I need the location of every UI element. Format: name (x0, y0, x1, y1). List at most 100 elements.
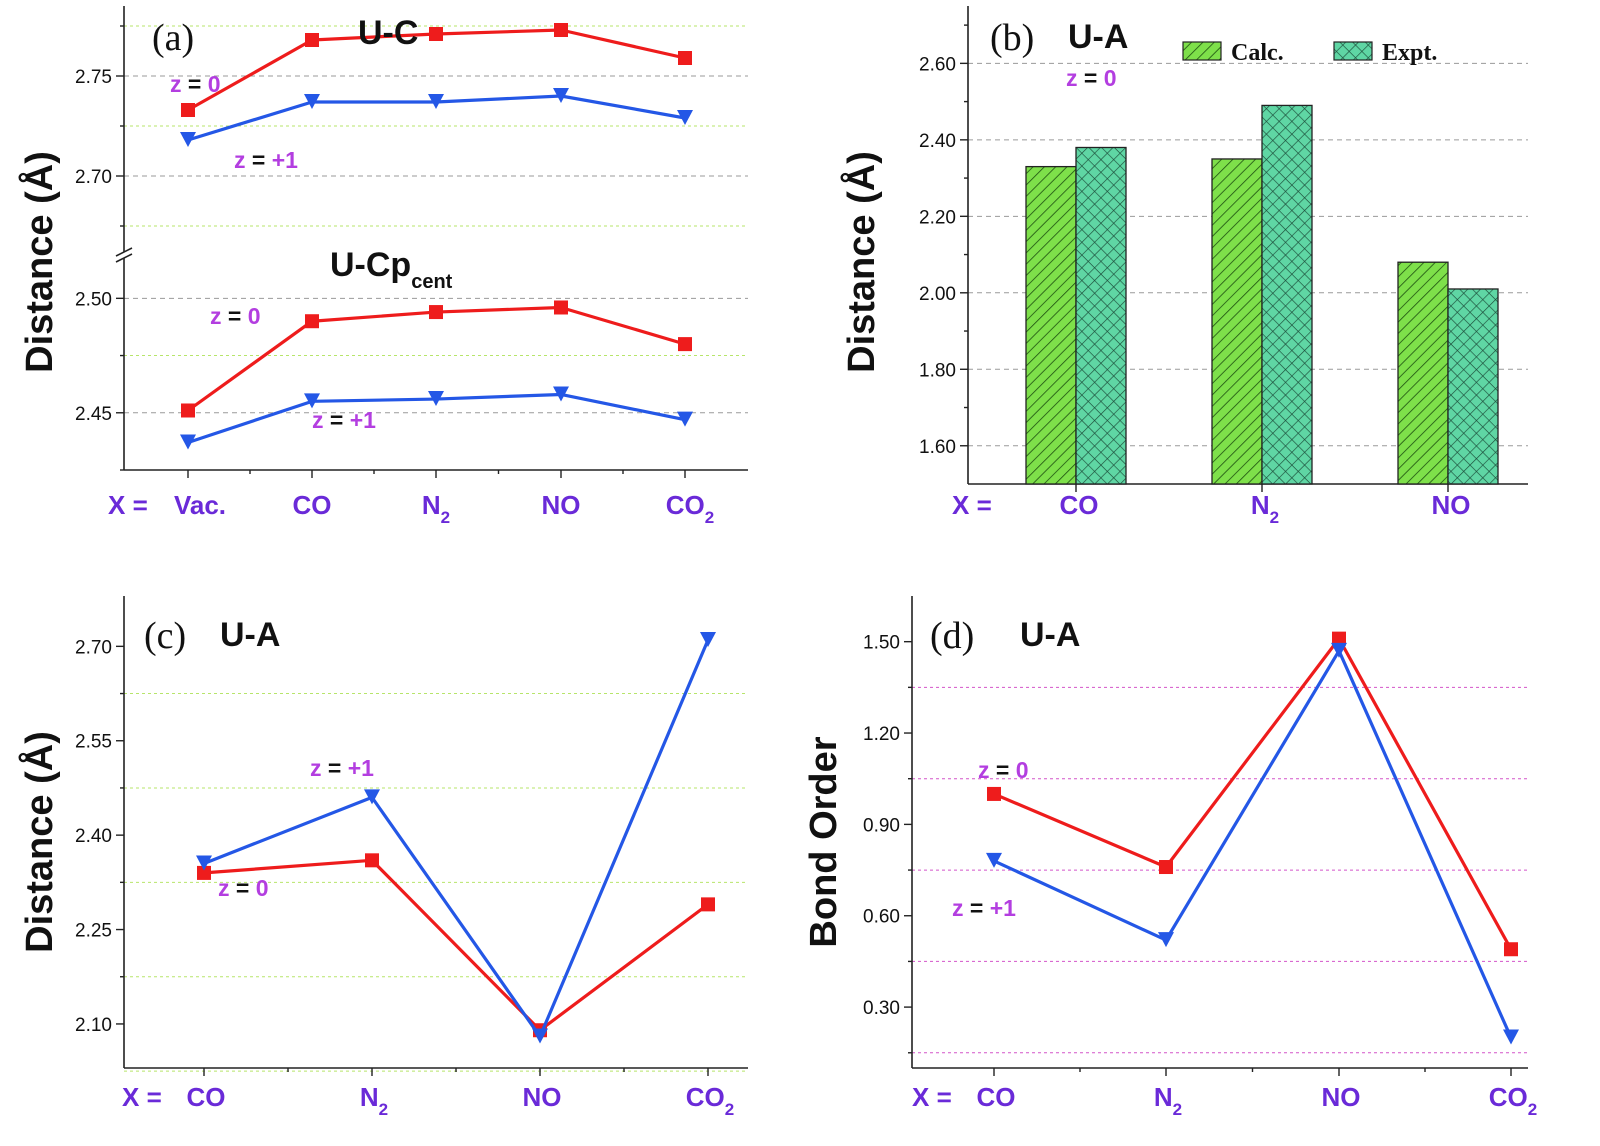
y-tick-label: 0.90 (863, 815, 900, 836)
series-0-point (987, 786, 1001, 801)
bar-calc (1211, 158, 1263, 485)
panel-label: (a) (152, 17, 194, 59)
series-0-line (993, 637, 1513, 951)
y-tick-label: 2.40 (75, 826, 112, 847)
category-label: N2 (360, 1082, 388, 1119)
lower-series-0-point (429, 305, 443, 320)
legend-label-calc: Calc. (1231, 40, 1284, 66)
category-label: CO2 (1489, 1082, 1537, 1119)
bar-calc (1025, 165, 1077, 485)
series-0-point (1159, 860, 1173, 875)
series-label-z1: z = +1 (312, 407, 376, 433)
x-prefix: X = (952, 490, 992, 520)
legend-swatch-calc (1182, 41, 1222, 61)
lower-series-0-point (678, 337, 692, 352)
category-label: N2 (1154, 1082, 1182, 1119)
y-tick-label: 2.50 (75, 289, 112, 310)
series-0-line (203, 858, 709, 1032)
series-0-point (197, 865, 211, 880)
series-1-point (1503, 1029, 1519, 1045)
y-tick-label: 2.45 (75, 404, 112, 425)
series-label-z0: z = 0 (978, 757, 1029, 783)
panel-title: U-A (1020, 616, 1080, 654)
axis-break (115, 247, 133, 257)
panel-label: (b) (990, 17, 1034, 59)
upper-series-1-point (180, 132, 196, 147)
category-label: NO (542, 490, 581, 520)
y-axis-label: Bond Order (803, 736, 845, 947)
y-tick-label: 2.00 (919, 284, 956, 305)
category-label: NO (1322, 1082, 1361, 1112)
y-axis-label: Distance (Å) (839, 151, 883, 373)
category-label: CO (977, 1082, 1016, 1112)
category-label: NO (523, 1082, 562, 1112)
series-label-z1: z = +1 (234, 147, 298, 173)
upper-series-0-point (678, 51, 692, 65)
panel-title: U-A (220, 616, 280, 654)
series-0-point (1332, 631, 1346, 646)
y-tick-label: 2.40 (919, 131, 956, 152)
category-label: NO (1432, 490, 1471, 520)
panel-d: 0.30 0.60 0.90 1.20 1.50 (d) U-A z = 0 z = +1 Bon… (803, 596, 1537, 1119)
category-label: Vac. (174, 490, 226, 520)
panel-label: (d) (930, 615, 974, 657)
upper-series-1-point (304, 94, 320, 109)
series-0-point (1504, 942, 1518, 957)
series-1-line (203, 639, 710, 1039)
bar-calc (1397, 261, 1449, 485)
series-label-z1: z = +1 (952, 895, 1016, 921)
y-tick-label: 2.10 (75, 1015, 112, 1036)
y-tick-label: 2.25 (75, 921, 112, 942)
bar-expt (1447, 288, 1499, 485)
y-tick-label: 2.20 (919, 207, 956, 228)
panel-a: 2.70 2.75 2.45 2.50 (a) U-C U-Cpcent z = 0 z = +… (17, 6, 748, 527)
series-1-point (364, 789, 380, 805)
series-1-point (986, 852, 1002, 868)
lower-series-1-point (428, 391, 444, 407)
series-1-point (1331, 642, 1347, 658)
y-axis-label: Distance (Å) (17, 731, 61, 953)
category-label: CO (293, 490, 332, 520)
legend-swatch-expt (1333, 41, 1373, 61)
upper-series-1-point (677, 110, 693, 125)
x-prefix: X = (122, 1082, 162, 1112)
bar-expt (1075, 146, 1127, 485)
y-tick-label: 2.60 (919, 54, 956, 75)
y-tick-label: 2.55 (75, 732, 112, 753)
series-label-z0: z = 0 (1066, 65, 1117, 91)
panel-title: U-A (1068, 18, 1128, 56)
series-0-point (701, 897, 715, 912)
legend-label-expt: Expt. (1382, 40, 1437, 66)
y-tick-label: 0.60 (863, 907, 900, 928)
series-1-point (1158, 932, 1174, 948)
series-1-point (196, 855, 212, 871)
lower-series-1-point (553, 386, 569, 402)
upper-series-1-point (553, 88, 569, 103)
upper-series-0-point (305, 33, 319, 47)
bar-expt (1261, 104, 1313, 485)
series-1-line (993, 649, 1513, 1039)
axis-break (115, 253, 133, 263)
x-prefix: X = (108, 490, 148, 520)
y-tick-label: 2.70 (75, 167, 112, 188)
category-label: CO2 (686, 1082, 734, 1119)
upper-series-0-point (429, 27, 443, 41)
lower-series-0-point (181, 403, 195, 418)
lower-series-1-point (180, 434, 196, 450)
y-tick-label: 2.70 (75, 637, 112, 658)
panel-b: 1.60 1.80 2.00 2.20 2.40 2.60 Calc. Expt. (b) U-A… (839, 6, 1528, 527)
series-1-point (532, 1028, 548, 1044)
panel-label: (c) (144, 615, 186, 657)
category-label: N2 (1251, 490, 1279, 527)
lower-title: U-Cpcent (330, 246, 453, 293)
upper-series-1-point (428, 94, 444, 109)
upper-title: U-C (358, 14, 418, 52)
lower-series-1-point (677, 411, 693, 427)
y-tick-label: 2.75 (75, 67, 112, 88)
category-label: CO (1060, 490, 1099, 520)
y-tick-label: 1.20 (863, 724, 900, 745)
series-1-point (700, 632, 716, 648)
category-label: CO2 (666, 490, 714, 527)
y-tick-label: 1.60 (919, 437, 956, 458)
